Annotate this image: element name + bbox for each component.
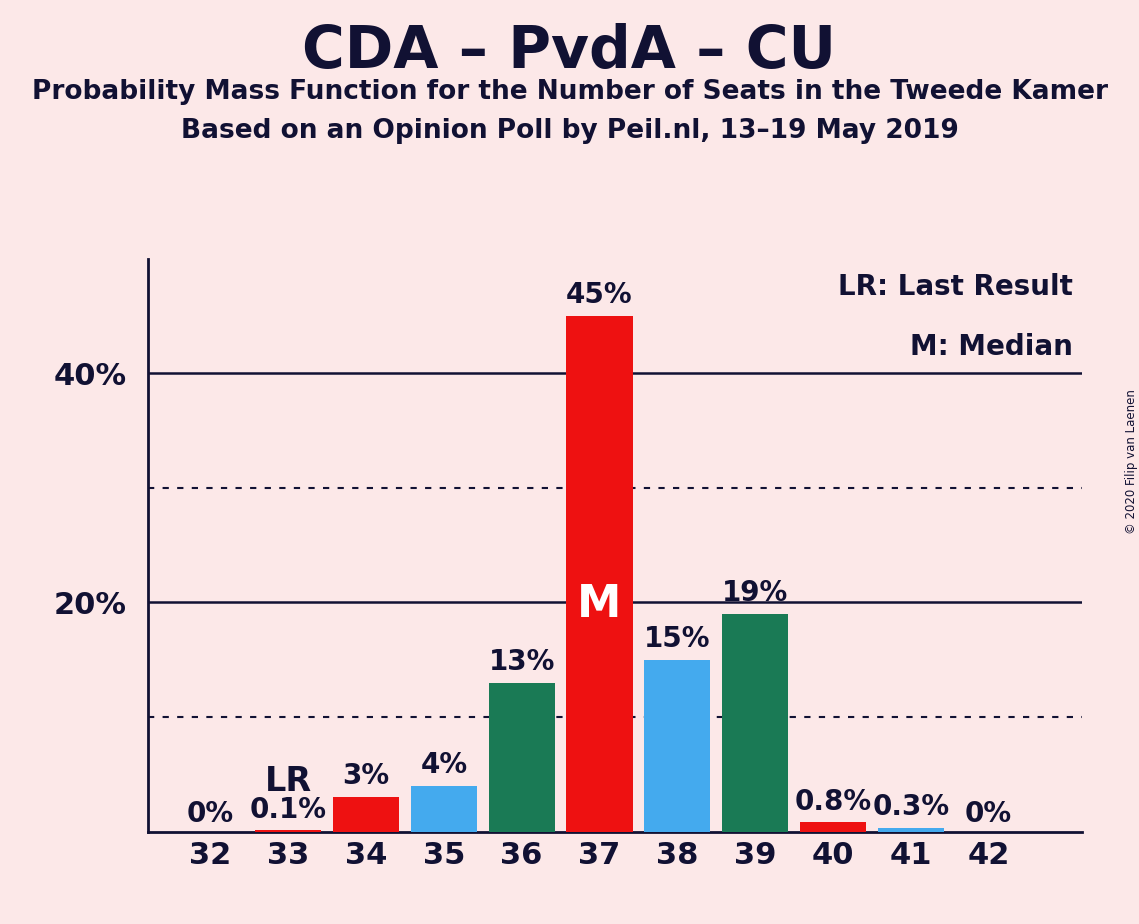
Text: LR: LR [264,765,312,798]
Text: 0%: 0% [965,800,1013,828]
Text: © 2020 Filip van Laenen: © 2020 Filip van Laenen [1124,390,1138,534]
Bar [566,316,632,832]
Bar [645,660,711,832]
Bar [411,785,477,832]
Text: Probability Mass Function for the Number of Seats in the Tweede Kamer: Probability Mass Function for the Number… [32,79,1107,104]
Bar [333,797,399,832]
Text: 3%: 3% [343,762,390,790]
Text: 0%: 0% [187,800,233,828]
Text: 0.8%: 0.8% [794,787,871,816]
Text: M: M [577,583,622,626]
Bar [800,822,866,832]
Text: Based on an Opinion Poll by Peil.nl, 13–19 May 2019: Based on an Opinion Poll by Peil.nl, 13–… [181,118,958,144]
Text: 45%: 45% [566,281,633,310]
Text: 15%: 15% [644,625,711,653]
Text: 13%: 13% [489,648,555,675]
Text: 4%: 4% [420,751,467,779]
Text: 0.3%: 0.3% [872,794,950,821]
Text: 0.1%: 0.1% [249,796,327,823]
Text: M: Median: M: Median [910,334,1073,361]
Bar [878,828,944,832]
Bar [722,614,788,832]
Text: LR: Last Result: LR: Last Result [838,274,1073,301]
Text: CDA – PvdA – CU: CDA – PvdA – CU [303,23,836,80]
Bar [255,831,321,832]
Text: 19%: 19% [722,579,788,607]
Bar [489,683,555,832]
